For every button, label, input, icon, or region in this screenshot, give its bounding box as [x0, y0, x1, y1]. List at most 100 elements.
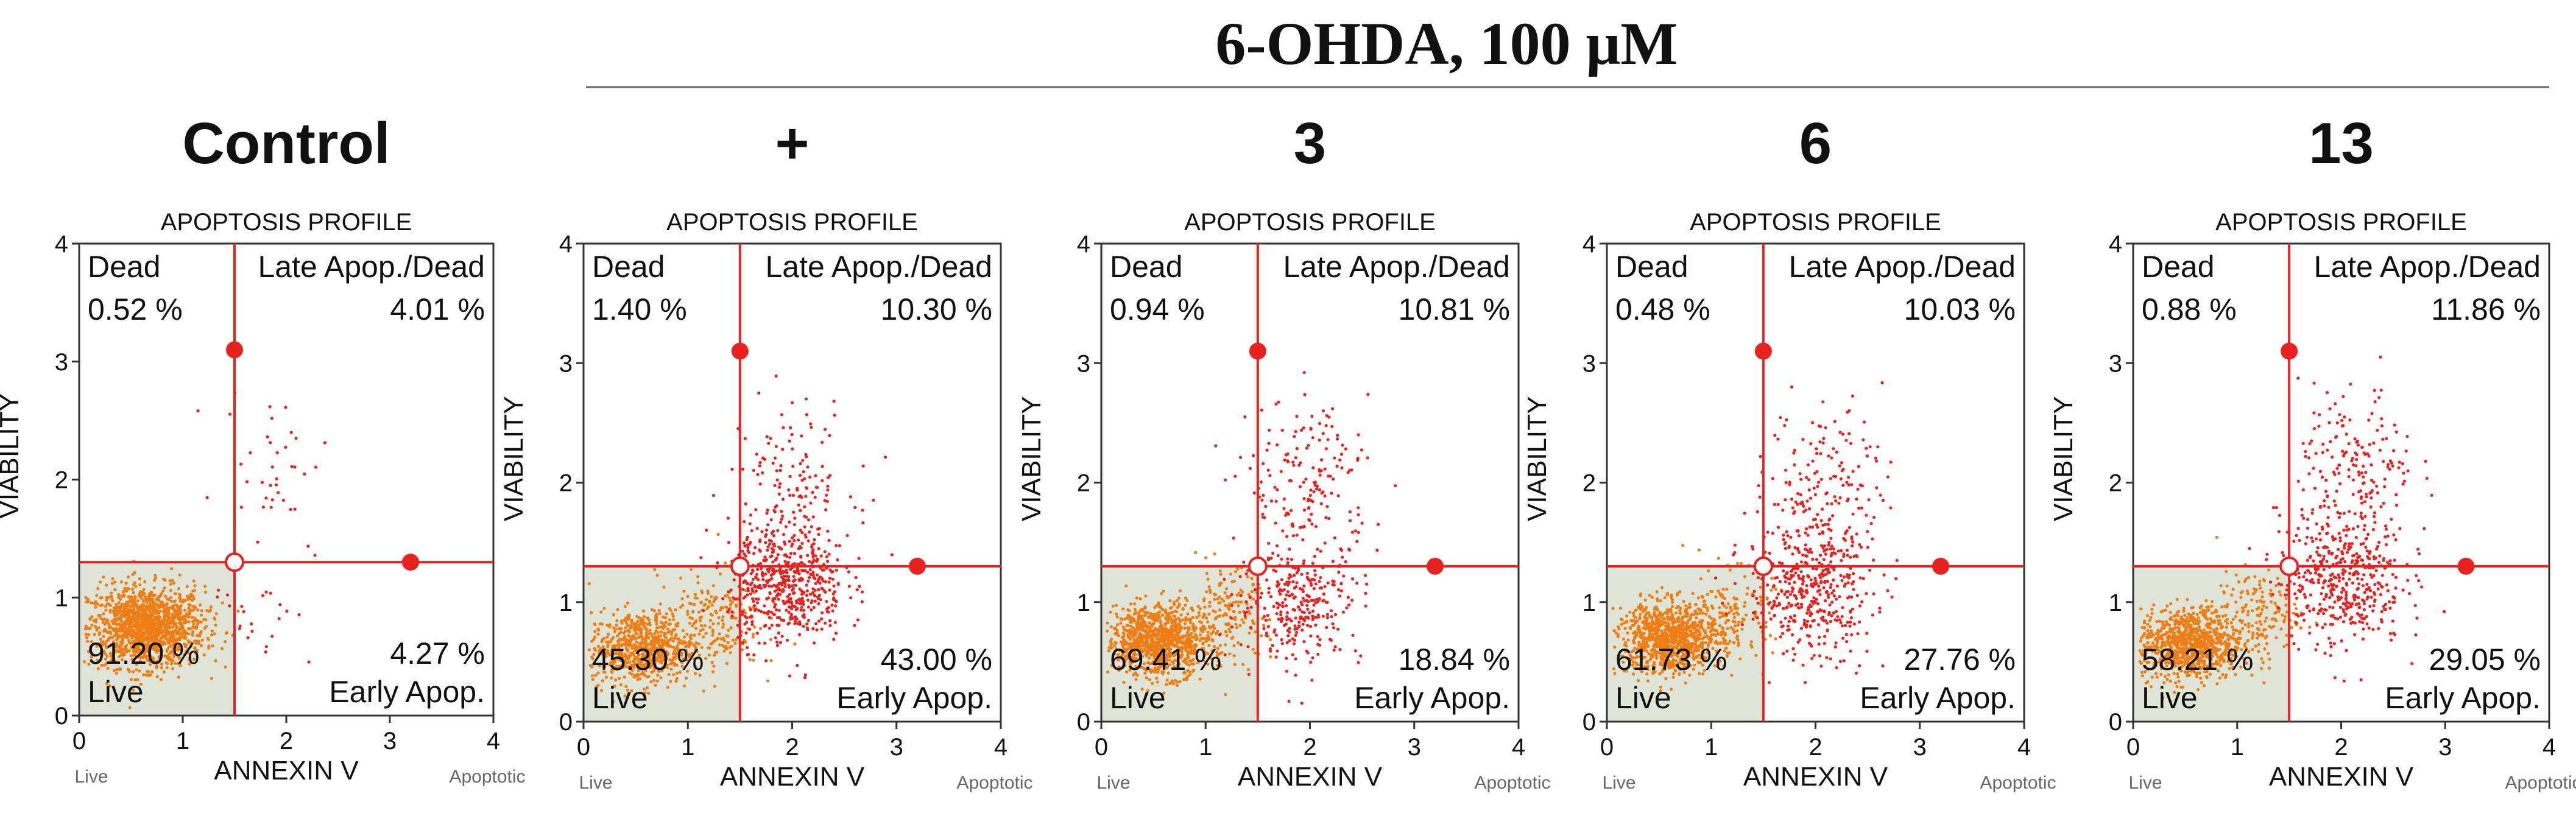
data-point — [760, 572, 764, 576]
data-point — [160, 648, 164, 652]
data-point — [1296, 568, 1300, 572]
data-point — [141, 618, 145, 622]
data-point — [789, 607, 794, 611]
data-point — [857, 557, 861, 560]
data-point — [139, 683, 143, 686]
data-point — [1159, 621, 1162, 624]
data-point — [789, 618, 792, 621]
data-point — [1170, 679, 1174, 683]
data-point — [1231, 601, 1235, 605]
data-point — [1282, 497, 1286, 501]
data-point — [126, 632, 130, 636]
data-point — [730, 468, 734, 471]
data-point — [178, 599, 182, 604]
data-point — [155, 615, 159, 619]
data-point — [1302, 371, 1306, 375]
data-point — [1144, 629, 1148, 633]
data-point — [810, 561, 814, 565]
early-apop-percent: 18.84 % — [1399, 642, 1510, 677]
data-point — [1246, 645, 1250, 649]
data-point — [625, 622, 629, 625]
y-tick-label: 2 — [1077, 470, 1090, 497]
data-point — [290, 465, 294, 468]
data-point — [102, 649, 106, 653]
x-note-live: Live — [579, 773, 612, 793]
data-point — [168, 625, 172, 628]
data-point — [754, 589, 758, 593]
data-point — [772, 534, 775, 538]
data-point — [1321, 432, 1325, 435]
data-point — [1262, 627, 1266, 630]
y-tick-label: 0 — [1077, 709, 1090, 736]
data-point — [749, 583, 752, 586]
data-point — [791, 401, 794, 404]
data-point — [187, 602, 191, 607]
data-point — [1184, 604, 1187, 607]
data-point — [289, 431, 293, 434]
data-point — [1294, 657, 1297, 661]
x-note-apoptotic: Apoptotic — [1474, 773, 1550, 793]
data-point — [694, 620, 697, 624]
data-point — [775, 478, 779, 482]
data-point — [1294, 430, 1297, 434]
data-point — [734, 638, 738, 641]
data-point — [86, 639, 90, 643]
data-point — [754, 597, 758, 601]
data-point — [686, 610, 690, 613]
data-point — [782, 577, 785, 581]
data-point — [1247, 593, 1251, 596]
data-point — [708, 625, 712, 629]
data-point — [139, 660, 143, 663]
data-point — [261, 594, 265, 597]
data-point — [802, 608, 806, 612]
data-point — [1165, 678, 1169, 682]
data-point — [163, 608, 167, 611]
data-point — [1288, 639, 1291, 642]
data-point — [755, 568, 760, 571]
data-point — [228, 412, 232, 416]
data-point — [1198, 614, 1201, 618]
data-point — [1160, 592, 1163, 596]
x-tick-label: 4 — [487, 728, 500, 755]
data-point — [808, 560, 811, 563]
data-point — [147, 594, 150, 598]
data-point — [834, 632, 838, 635]
data-point — [151, 658, 155, 662]
data-point — [856, 618, 859, 622]
data-point — [767, 442, 771, 445]
data-point — [1286, 590, 1290, 594]
data-point — [143, 631, 147, 635]
data-point — [757, 608, 761, 613]
data-point — [1288, 630, 1291, 634]
data-point — [1243, 415, 1247, 419]
data-point — [806, 539, 810, 543]
data-point — [803, 673, 807, 677]
data-point — [798, 633, 802, 636]
data-point — [110, 658, 113, 662]
data-point — [113, 606, 116, 610]
data-point — [1331, 622, 1335, 625]
data-point — [99, 580, 102, 584]
x-tick-label: 1 — [176, 728, 189, 755]
data-point — [1300, 525, 1304, 529]
data-point — [117, 601, 121, 605]
data-point — [94, 618, 98, 622]
data-point — [160, 663, 163, 666]
data-point — [125, 621, 129, 624]
data-point — [1276, 649, 1279, 653]
data-point — [727, 628, 730, 632]
data-point — [794, 583, 798, 587]
data-point — [811, 515, 815, 519]
data-point — [800, 597, 804, 601]
data-point — [699, 629, 702, 633]
data-point — [142, 588, 146, 591]
data-point — [1217, 601, 1221, 605]
data-point — [849, 596, 853, 600]
data-point — [202, 653, 206, 656]
data-point — [94, 605, 97, 609]
data-point — [635, 614, 639, 618]
data-point — [1321, 409, 1325, 413]
data-point — [820, 440, 824, 445]
data-point — [771, 462, 775, 465]
